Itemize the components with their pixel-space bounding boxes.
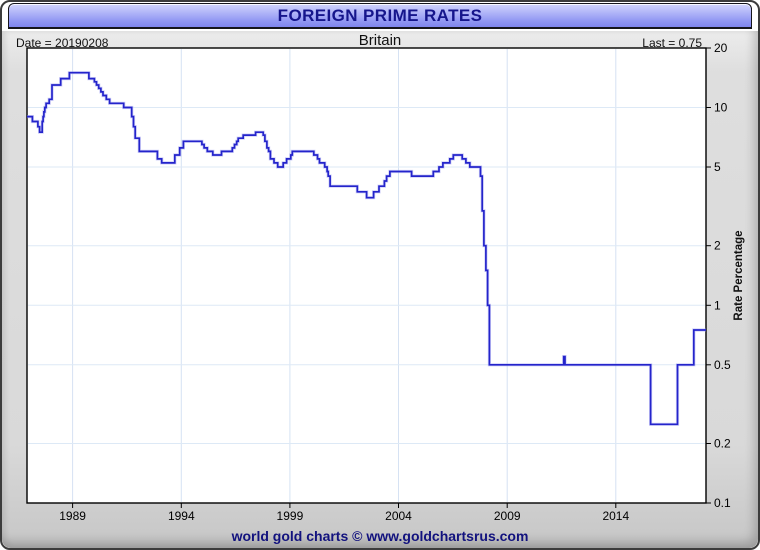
y-tick-label: 10 xyxy=(714,101,728,115)
x-tick-label: 1989 xyxy=(59,509,86,523)
x-tick-label: 2004 xyxy=(385,509,412,523)
chart-title: Britain xyxy=(358,32,402,49)
x-tick-label: 2009 xyxy=(494,509,521,523)
y-tick-label: 1 xyxy=(714,298,721,312)
x-tick-label: 1999 xyxy=(277,509,304,523)
x-tick-label: 2014 xyxy=(602,509,629,523)
y-tick-label: 5 xyxy=(714,160,721,174)
plot-border xyxy=(26,47,707,504)
title-bar: FOREIGN PRIME RATES xyxy=(8,3,752,29)
y-tick-label: 0.5 xyxy=(714,358,731,372)
y-tick-label: 0.1 xyxy=(714,496,731,510)
page-title: FOREIGN PRIME RATES xyxy=(277,5,483,25)
y-axis-title: Rate Percentage xyxy=(733,230,745,320)
rate-line xyxy=(27,71,706,426)
y-tick-label: 2 xyxy=(714,239,721,253)
x-tick-label: 1994 xyxy=(168,509,195,523)
date-label: Date = 20190208 xyxy=(16,36,109,50)
plot-area xyxy=(27,48,706,503)
y-tick-label: 20 xyxy=(714,41,728,55)
last-value-label: Last = 0.75 xyxy=(642,36,702,50)
y-tick-label: 0.2 xyxy=(714,437,731,451)
footer-credit: world gold charts © www.goldchartsrus.co… xyxy=(231,528,529,544)
